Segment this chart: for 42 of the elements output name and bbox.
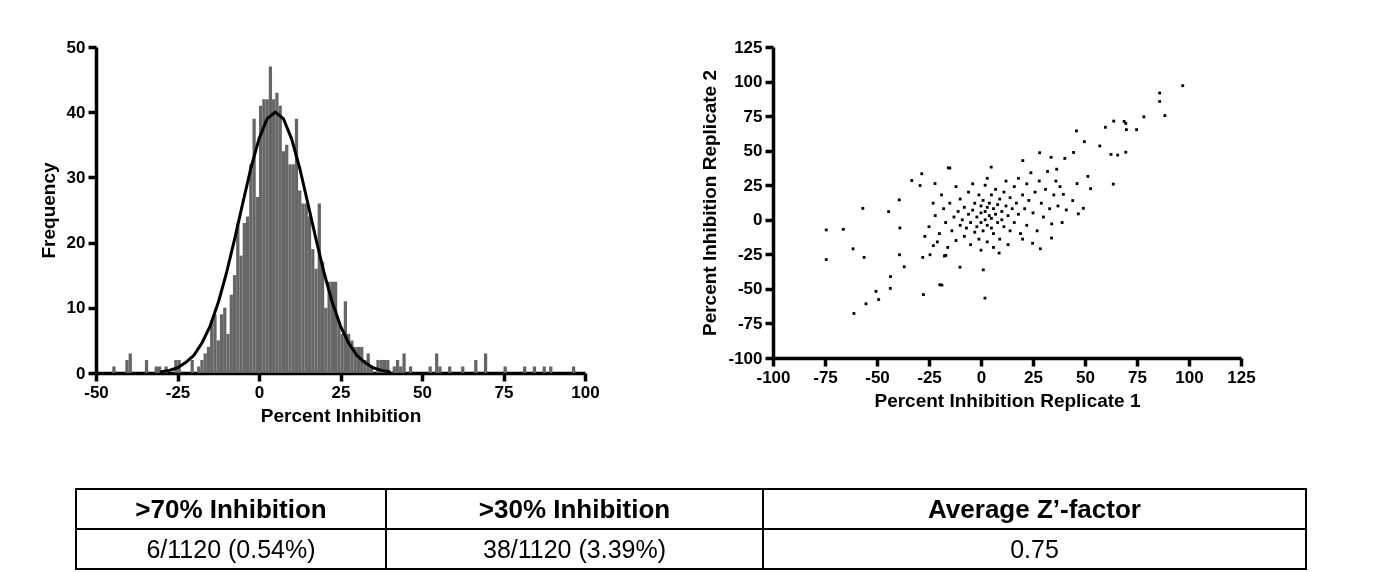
x-axis-title: Percent Inhibition — [260, 404, 422, 426]
x-tick-label: 125 — [1227, 367, 1256, 387]
y-tick-label: 30 — [66, 167, 86, 187]
x-tick-label: 25 — [1024, 367, 1043, 387]
y-tick-label: 75 — [743, 106, 763, 126]
category-label: >30% Inhibition — [386, 489, 763, 529]
x-tick-label: -75 — [813, 367, 838, 387]
y-tick-label: 50 — [66, 37, 86, 57]
x-tick-label: 0 — [976, 367, 987, 387]
x-tick-label: 75 — [494, 382, 514, 402]
y-tick-label: 25 — [743, 175, 763, 195]
y-tick-label: 20 — [66, 233, 86, 253]
x-axis-title: Percent Inhibition Replicate 1 — [874, 389, 1141, 411]
y-tick-label: 10 — [66, 298, 86, 318]
x-tick-label: 100 — [571, 382, 600, 402]
x-tick-label: 25 — [331, 382, 351, 402]
y-axis-title: Frequency — [37, 162, 59, 259]
x-tick-label: -25 — [165, 382, 191, 402]
x-tick-label: -25 — [917, 367, 942, 387]
y-tick-label: -50 — [737, 279, 763, 299]
text: 6/1120 (0.54%) — [76, 529, 386, 569]
x-tick-label: -100 — [756, 367, 791, 387]
y-tick-label: 100 — [734, 72, 763, 92]
y-tick-label: -25 — [737, 244, 763, 264]
x-tick-label: 0 — [254, 382, 265, 402]
category-label: >70% Inhibition — [76, 489, 386, 529]
y-tick-label: 0 — [753, 210, 763, 230]
y-tick-label: -100 — [728, 348, 763, 368]
y-axis-title: Percent Inhibition Replicate 2 — [699, 69, 721, 337]
category-label: Average Z’-factor — [763, 489, 1306, 529]
x-tick-label: 50 — [413, 382, 432, 402]
y-tick-label: 125 — [734, 37, 763, 57]
y-tick-label: 50 — [743, 141, 763, 161]
x-tick-label: 100 — [1175, 367, 1204, 387]
x-tick-label: 75 — [1128, 367, 1147, 387]
y-tick-label: -75 — [737, 313, 763, 333]
x-tick-label: -50 — [84, 382, 109, 402]
x-tick-label: -50 — [865, 367, 890, 387]
y-tick-label: 40 — [66, 102, 86, 122]
text: 38/1120 (3.39%) — [386, 529, 763, 569]
text: 0.75 — [763, 529, 1306, 569]
x-tick-label: 50 — [1076, 367, 1095, 387]
